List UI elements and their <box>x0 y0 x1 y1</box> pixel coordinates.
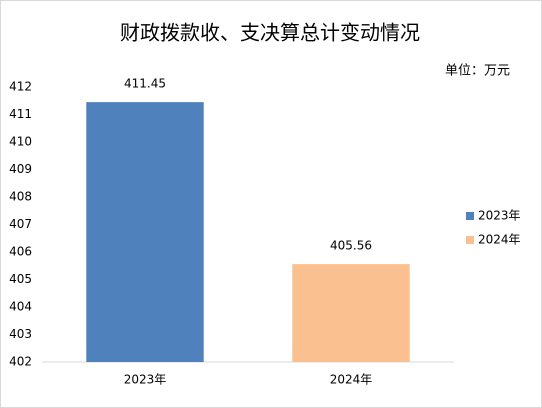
y-tick-label: 404 <box>9 300 32 314</box>
y-tick-label: 409 <box>9 162 32 176</box>
legend-label: 2024年 <box>478 233 521 247</box>
data-label: 411.45 <box>124 77 166 91</box>
y-tick-label: 406 <box>9 245 32 259</box>
data-label: 405.56 <box>330 239 372 253</box>
legend-swatch <box>466 236 474 244</box>
bar <box>86 102 204 362</box>
y-tick-label: 412 <box>9 80 32 94</box>
y-tick-label: 408 <box>9 190 32 204</box>
y-tick-label: 410 <box>9 135 32 149</box>
x-tick-label: 2024年 <box>330 373 373 387</box>
y-tick-label: 405 <box>9 272 32 286</box>
y-tick-label: 411 <box>9 107 32 121</box>
x-tick-label: 2023年 <box>124 373 167 387</box>
y-tick-label: 402 <box>9 355 32 369</box>
legend-swatch <box>466 212 474 220</box>
bar <box>292 264 410 362</box>
legend-label: 2023年 <box>478 209 521 223</box>
chart-title: 财政拨款收、支决算总计变动情况 <box>120 21 420 45</box>
y-tick-label: 403 <box>9 327 32 341</box>
unit-label: 单位：万元 <box>445 64 510 79</box>
y-tick-label: 407 <box>9 217 32 231</box>
